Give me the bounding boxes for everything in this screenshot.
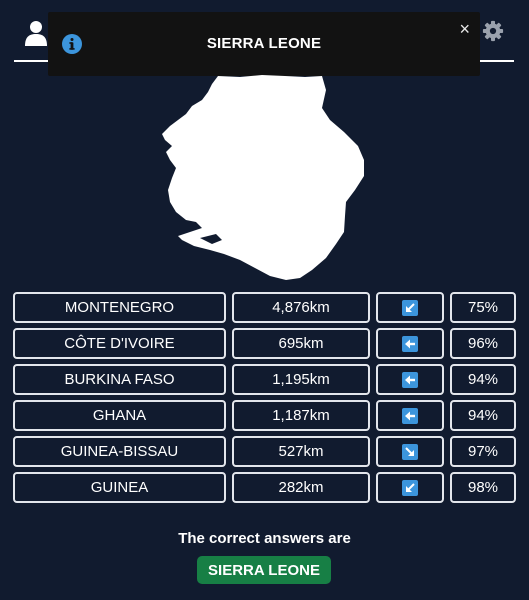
- country-silhouette: [162, 75, 364, 280]
- southwest-arrow-icon: [402, 479, 418, 496]
- toast-title: SIERRA LEONE: [206, 35, 322, 52]
- notification-toast: SIERRA LEONE ×: [48, 12, 480, 76]
- guess-proximity: 75%: [450, 292, 516, 323]
- answer-label: The correct answers are: [178, 530, 351, 547]
- guess-row: CÔTE D'IVOIRE 695km 96%: [13, 328, 516, 359]
- west-arrow-icon: [402, 371, 418, 388]
- southeast-arrow-icon: [402, 443, 418, 460]
- guess-proximity: 97%: [450, 436, 516, 467]
- guess-proximity: 98%: [450, 472, 516, 503]
- southwest-arrow-icon: [402, 299, 418, 316]
- guess-country: GUINEA-BISSAU: [13, 436, 226, 467]
- west-arrow-icon: [402, 407, 418, 424]
- guess-distance: 4,876km: [232, 292, 370, 323]
- close-icon[interactable]: ×: [459, 19, 470, 39]
- guess-proximity: 94%: [450, 364, 516, 395]
- west-arrow-icon: [402, 335, 418, 352]
- guess-country: MONTENEGRO: [13, 292, 226, 323]
- guess-direction: [376, 472, 444, 503]
- guess-country: GHANA: [13, 400, 226, 431]
- guess-distance: 1,187km: [232, 400, 370, 431]
- guess-distance: 1,195km: [232, 364, 370, 395]
- user-icon[interactable]: [24, 20, 48, 46]
- guess-direction: [376, 436, 444, 467]
- guess-direction: [376, 364, 444, 395]
- guess-row: GUINEA-BISSAU 527km 97%: [13, 436, 516, 467]
- guess-row: MONTENEGRO 4,876km 75%: [13, 292, 516, 323]
- guess-distance: 695km: [232, 328, 370, 359]
- guess-country: BURKINA FASO: [13, 364, 226, 395]
- guess-direction: [376, 328, 444, 359]
- answer-badge: SIERRA LEONE: [197, 556, 331, 584]
- guess-country: GUINEA: [13, 472, 226, 503]
- gear-icon[interactable]: [482, 20, 504, 42]
- guess-row: GHANA 1,187km 94%: [13, 400, 516, 431]
- guess-row: BURKINA FASO 1,195km 94%: [13, 364, 516, 395]
- guess-distance: 282km: [232, 472, 370, 503]
- guess-country: CÔTE D'IVOIRE: [13, 328, 226, 359]
- guess-direction: [376, 292, 444, 323]
- info-icon: [62, 34, 82, 54]
- guess-distance: 527km: [232, 436, 370, 467]
- guess-direction: [376, 400, 444, 431]
- guess-proximity: 96%: [450, 328, 516, 359]
- guess-proximity: 94%: [450, 400, 516, 431]
- guess-row: GUINEA 282km 98%: [13, 472, 516, 503]
- guess-list: MONTENEGRO 4,876km 75% CÔTE D'IVOIRE 695…: [13, 292, 516, 508]
